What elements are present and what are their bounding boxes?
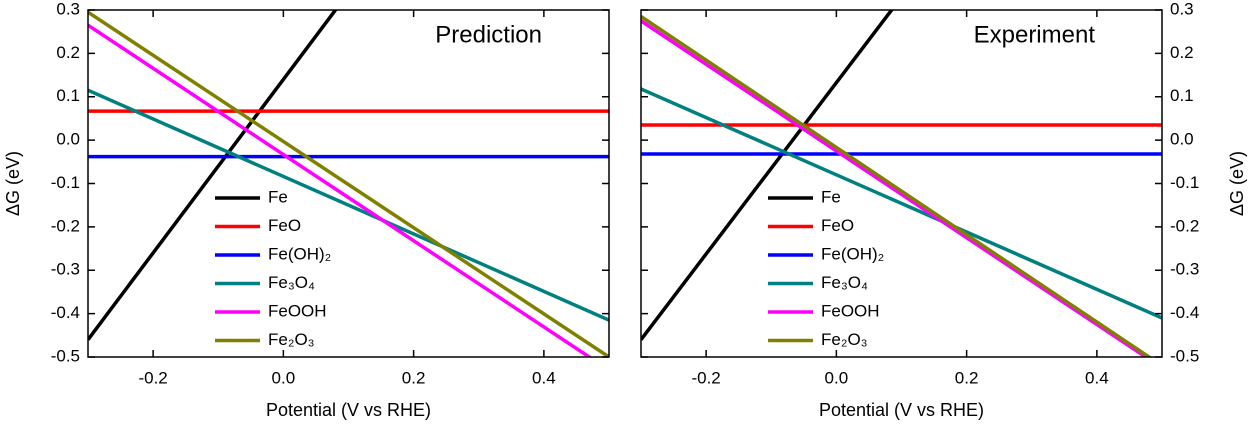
series-line [88,23,593,357]
panel: -0.2 0.0 0.2 0.4 -0.5 -0.4 -0.3 -0.2 -0.1 0.0 0.1 0… [640,0,1247,420]
y-tick-label: -0.1 [1170,173,1199,192]
y-tick-label: 0.2 [56,43,80,62]
x-axis-label: Potential (V vs RHE) [266,400,431,420]
x-tick-label: 0.0 [272,368,296,387]
series-line [88,10,338,341]
x-tick-label: 0.2 [402,368,426,387]
legend-label: Fe [821,187,841,206]
y-tick-label: -0.1 [51,173,80,192]
series-line [641,15,1153,357]
y-tick-label: 0.0 [56,130,80,149]
y-axis-label: ΔG (eV) [3,151,23,216]
legend-label: FeO [821,216,854,235]
x-tick-label: 0.2 [955,368,979,387]
x-tick-label: 0.0 [825,368,849,387]
legend-label: Fe(OH)₂ [821,244,884,263]
y-tick-label: -0.2 [1170,216,1199,235]
y-tick-label: -0.3 [1170,260,1199,279]
x-tick-label: -0.2 [691,368,720,387]
y-tick-label: 0.3 [56,0,80,18]
chart-title: Prediction [435,21,542,48]
legend-label: Fe₂O₃ [268,330,315,349]
legend-label: FeOOH [821,301,880,320]
y-tick-label: -0.2 [51,216,80,235]
legend-label: FeOOH [268,301,327,320]
plot-frame [640,9,1163,358]
series-line [641,87,1162,320]
x-tick-label: 0.4 [532,368,556,387]
legend-label: Fe₃O₄ [268,273,315,292]
series-line [641,19,1149,357]
legend-label: FeO [268,216,301,235]
y-tick-label: -0.4 [51,303,80,322]
chart-title: Experiment [974,21,1096,48]
x-axis-label: Potential (V vs RHE) [819,400,984,420]
y-tick-label: -0.5 [1170,346,1199,365]
y-tick-label: -0.5 [51,346,80,365]
series-line [88,88,609,322]
legend-label: Fe₂O₃ [821,330,868,349]
y-axis-label: ΔG (eV) [1227,151,1247,216]
x-tick-label: 0.4 [1085,368,1109,387]
legend-label: Fe(OH)₂ [268,244,331,263]
y-tick-label: 0.3 [1170,0,1194,18]
y-tick-label: 0.2 [1170,43,1194,62]
panel: -0.2 0.0 0.2 0.4 -0.5 -0.4 -0.3 -0.2 -0.1 0.0 0.1 0… [3,0,610,420]
legend-label: Fe [268,187,288,206]
y-tick-label: -0.4 [1170,303,1199,322]
series-line [88,10,609,357]
y-tick-label: 0.0 [1170,130,1194,149]
y-tick-label: 0.1 [56,86,80,105]
y-tick-label: -0.3 [51,260,80,279]
y-tick-label: 0.1 [1170,86,1194,105]
x-tick-label: -0.2 [138,368,167,387]
legend-label: Fe₃O₄ [821,273,868,292]
series-line [641,10,894,341]
